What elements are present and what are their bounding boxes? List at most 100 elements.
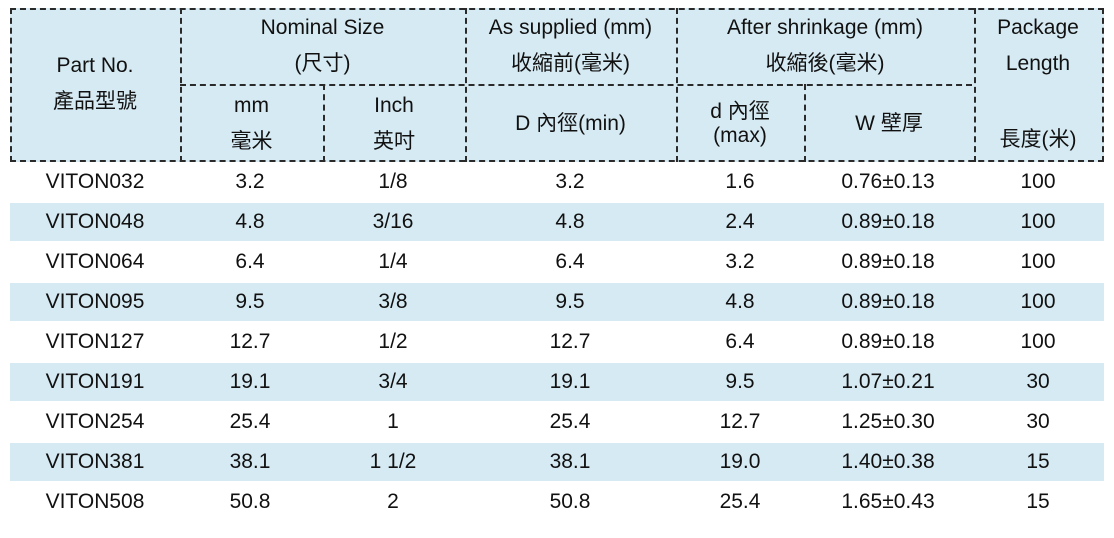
header-supplied-d: D 內徑(min) [465, 86, 676, 162]
header-as-supplied: As supplied (mm) 收縮前(毫米) [465, 8, 676, 84]
cell-length: 100 [1020, 290, 1056, 313]
header-label-zh: 產品型號 [53, 90, 137, 113]
cell-part-no: VITON048 [45, 210, 145, 233]
cell-wall: 0.89±0.18 [841, 250, 935, 273]
cell-inch: 3/8 [378, 290, 408, 313]
cell-mm: 4.8 [235, 210, 265, 233]
cell-mm: 50.8 [229, 490, 271, 513]
cell-length: 15 [1026, 490, 1050, 513]
cell-mm: 3.2 [235, 170, 265, 193]
header-part-no: Part No. 產品型號 [10, 44, 180, 124]
table-row: VITON254 25.4 1 25.4 12.7 1.25±0.30 30 [10, 403, 1104, 441]
table-row: VITON381 38.1 1 1/2 38.1 19.0 1.40±0.38 15 [10, 443, 1104, 481]
header-package-unit: 長度(米) [974, 120, 1102, 160]
cell-length: 100 [1020, 250, 1056, 273]
header-label: D 內徑(min) [515, 112, 626, 135]
header-left-border [10, 8, 12, 162]
cell-wall: 0.89±0.18 [841, 210, 935, 233]
cell-shrink-d: 3.2 [725, 250, 755, 273]
cell-inch: 1/4 [378, 250, 408, 273]
table-row: VITON032 3.2 1/8 3.2 1.6 0.76±0.13 100 [10, 163, 1104, 201]
header-nominal-inch: Inch 英吋 [323, 86, 465, 162]
header-shrink-d: d 內徑 (max) [676, 86, 804, 162]
cell-length: 15 [1026, 450, 1050, 473]
header-label: Package [997, 16, 1079, 39]
table-row: VITON127 12.7 1/2 12.7 6.4 0.89±0.18 100 [10, 323, 1104, 361]
cell-inch: 1 1/2 [369, 450, 417, 473]
header-label-zh: 長度(米) [999, 128, 1077, 151]
cell-part-no: VITON381 [45, 450, 145, 473]
header-bottom-border [10, 160, 1104, 162]
cell-length: 100 [1020, 330, 1056, 353]
cell-shrink-d: 19.0 [719, 450, 761, 473]
cell-mm: 19.1 [229, 370, 271, 393]
cell-wall: 1.07±0.21 [841, 370, 935, 393]
cell-length: 30 [1026, 410, 1050, 433]
header-label-zh: (尺寸) [294, 52, 351, 75]
cell-mm: 6.4 [235, 250, 265, 273]
cell-mm: 9.5 [235, 290, 265, 313]
cell-inch: 1/8 [378, 170, 408, 193]
cell-supplied-d: 50.8 [549, 490, 591, 513]
cell-shrink-d: 2.4 [725, 210, 755, 233]
header-label-zh: 英吋 [373, 130, 415, 153]
cell-shrink-d: 9.5 [725, 370, 755, 393]
cell-part-no: VITON254 [45, 410, 145, 433]
header-divider [465, 8, 467, 162]
table-header: Part No. 產品型號 Nominal Size (尺寸) mm 毫米 In… [10, 8, 1104, 162]
header-label: After shrinkage (mm) [726, 16, 924, 39]
header-nominal-mm: mm 毫米 [180, 86, 323, 162]
header-mid-border [180, 84, 972, 86]
header-label: Inch [374, 94, 414, 117]
table-row: VITON064 6.4 1/4 6.4 3.2 0.89±0.18 100 [10, 243, 1104, 281]
cell-shrink-d: 6.4 [725, 330, 755, 353]
cell-inch: 1/2 [378, 330, 408, 353]
cell-part-no: VITON191 [45, 370, 145, 393]
header-label-zh: 收縮前(毫米) [511, 52, 630, 75]
header-package-length: Package Length [974, 8, 1102, 84]
header-divider [804, 84, 806, 162]
header-label: Nominal Size [260, 16, 385, 39]
cell-shrink-d: 12.7 [719, 410, 761, 433]
header-nominal-size: Nominal Size (尺寸) [180, 8, 465, 84]
table-row: VITON508 50.8 2 50.8 25.4 1.65±0.43 15 [10, 483, 1104, 521]
header-label: d 內徑 [710, 100, 770, 123]
cell-supplied-d: 3.2 [555, 170, 585, 193]
cell-part-no: VITON032 [45, 170, 145, 193]
cell-supplied-d: 19.1 [549, 370, 591, 393]
header-label: (max) [713, 124, 767, 147]
header-label-zh: 毫米 [230, 130, 273, 153]
header-shrink-w: W 壁厚 [804, 86, 974, 162]
cell-wall: 1.25±0.30 [841, 410, 935, 433]
cell-supplied-d: 38.1 [549, 450, 591, 473]
header-label: mm [234, 94, 269, 117]
cell-length: 100 [1020, 170, 1056, 193]
cell-wall: 1.65±0.43 [841, 490, 935, 513]
table-row: VITON191 19.1 3/4 19.1 9.5 1.07±0.21 30 [10, 363, 1104, 401]
cell-mm: 12.7 [229, 330, 271, 353]
header-top-border [10, 8, 1104, 10]
cell-wall: 0.76±0.13 [841, 170, 935, 193]
cell-supplied-d: 4.8 [555, 210, 585, 233]
cell-wall: 0.89±0.18 [841, 330, 935, 353]
cell-wall: 1.40±0.38 [841, 450, 935, 473]
cell-inch: 3/4 [378, 370, 408, 393]
header-label-zh: 收縮後(毫米) [765, 52, 885, 75]
header-label: As supplied (mm) [488, 16, 653, 39]
cell-inch: 3/16 [372, 210, 414, 233]
cell-shrink-d: 4.8 [725, 290, 755, 313]
header-divider [974, 8, 976, 162]
cell-mm: 25.4 [229, 410, 271, 433]
cell-length: 30 [1026, 370, 1050, 393]
cell-inch: 2 [387, 490, 399, 513]
cell-shrink-d: 25.4 [719, 490, 761, 513]
cell-inch: 1 [387, 410, 399, 433]
cell-wall: 0.89±0.18 [841, 290, 935, 313]
cell-supplied-d: 6.4 [555, 250, 585, 273]
cell-shrink-d: 1.6 [725, 170, 755, 193]
cell-supplied-d: 9.5 [555, 290, 585, 313]
header-divider [676, 8, 678, 162]
cell-length: 100 [1020, 210, 1056, 233]
header-label: W 壁厚 [855, 112, 923, 135]
header-label: Length [1005, 52, 1071, 75]
